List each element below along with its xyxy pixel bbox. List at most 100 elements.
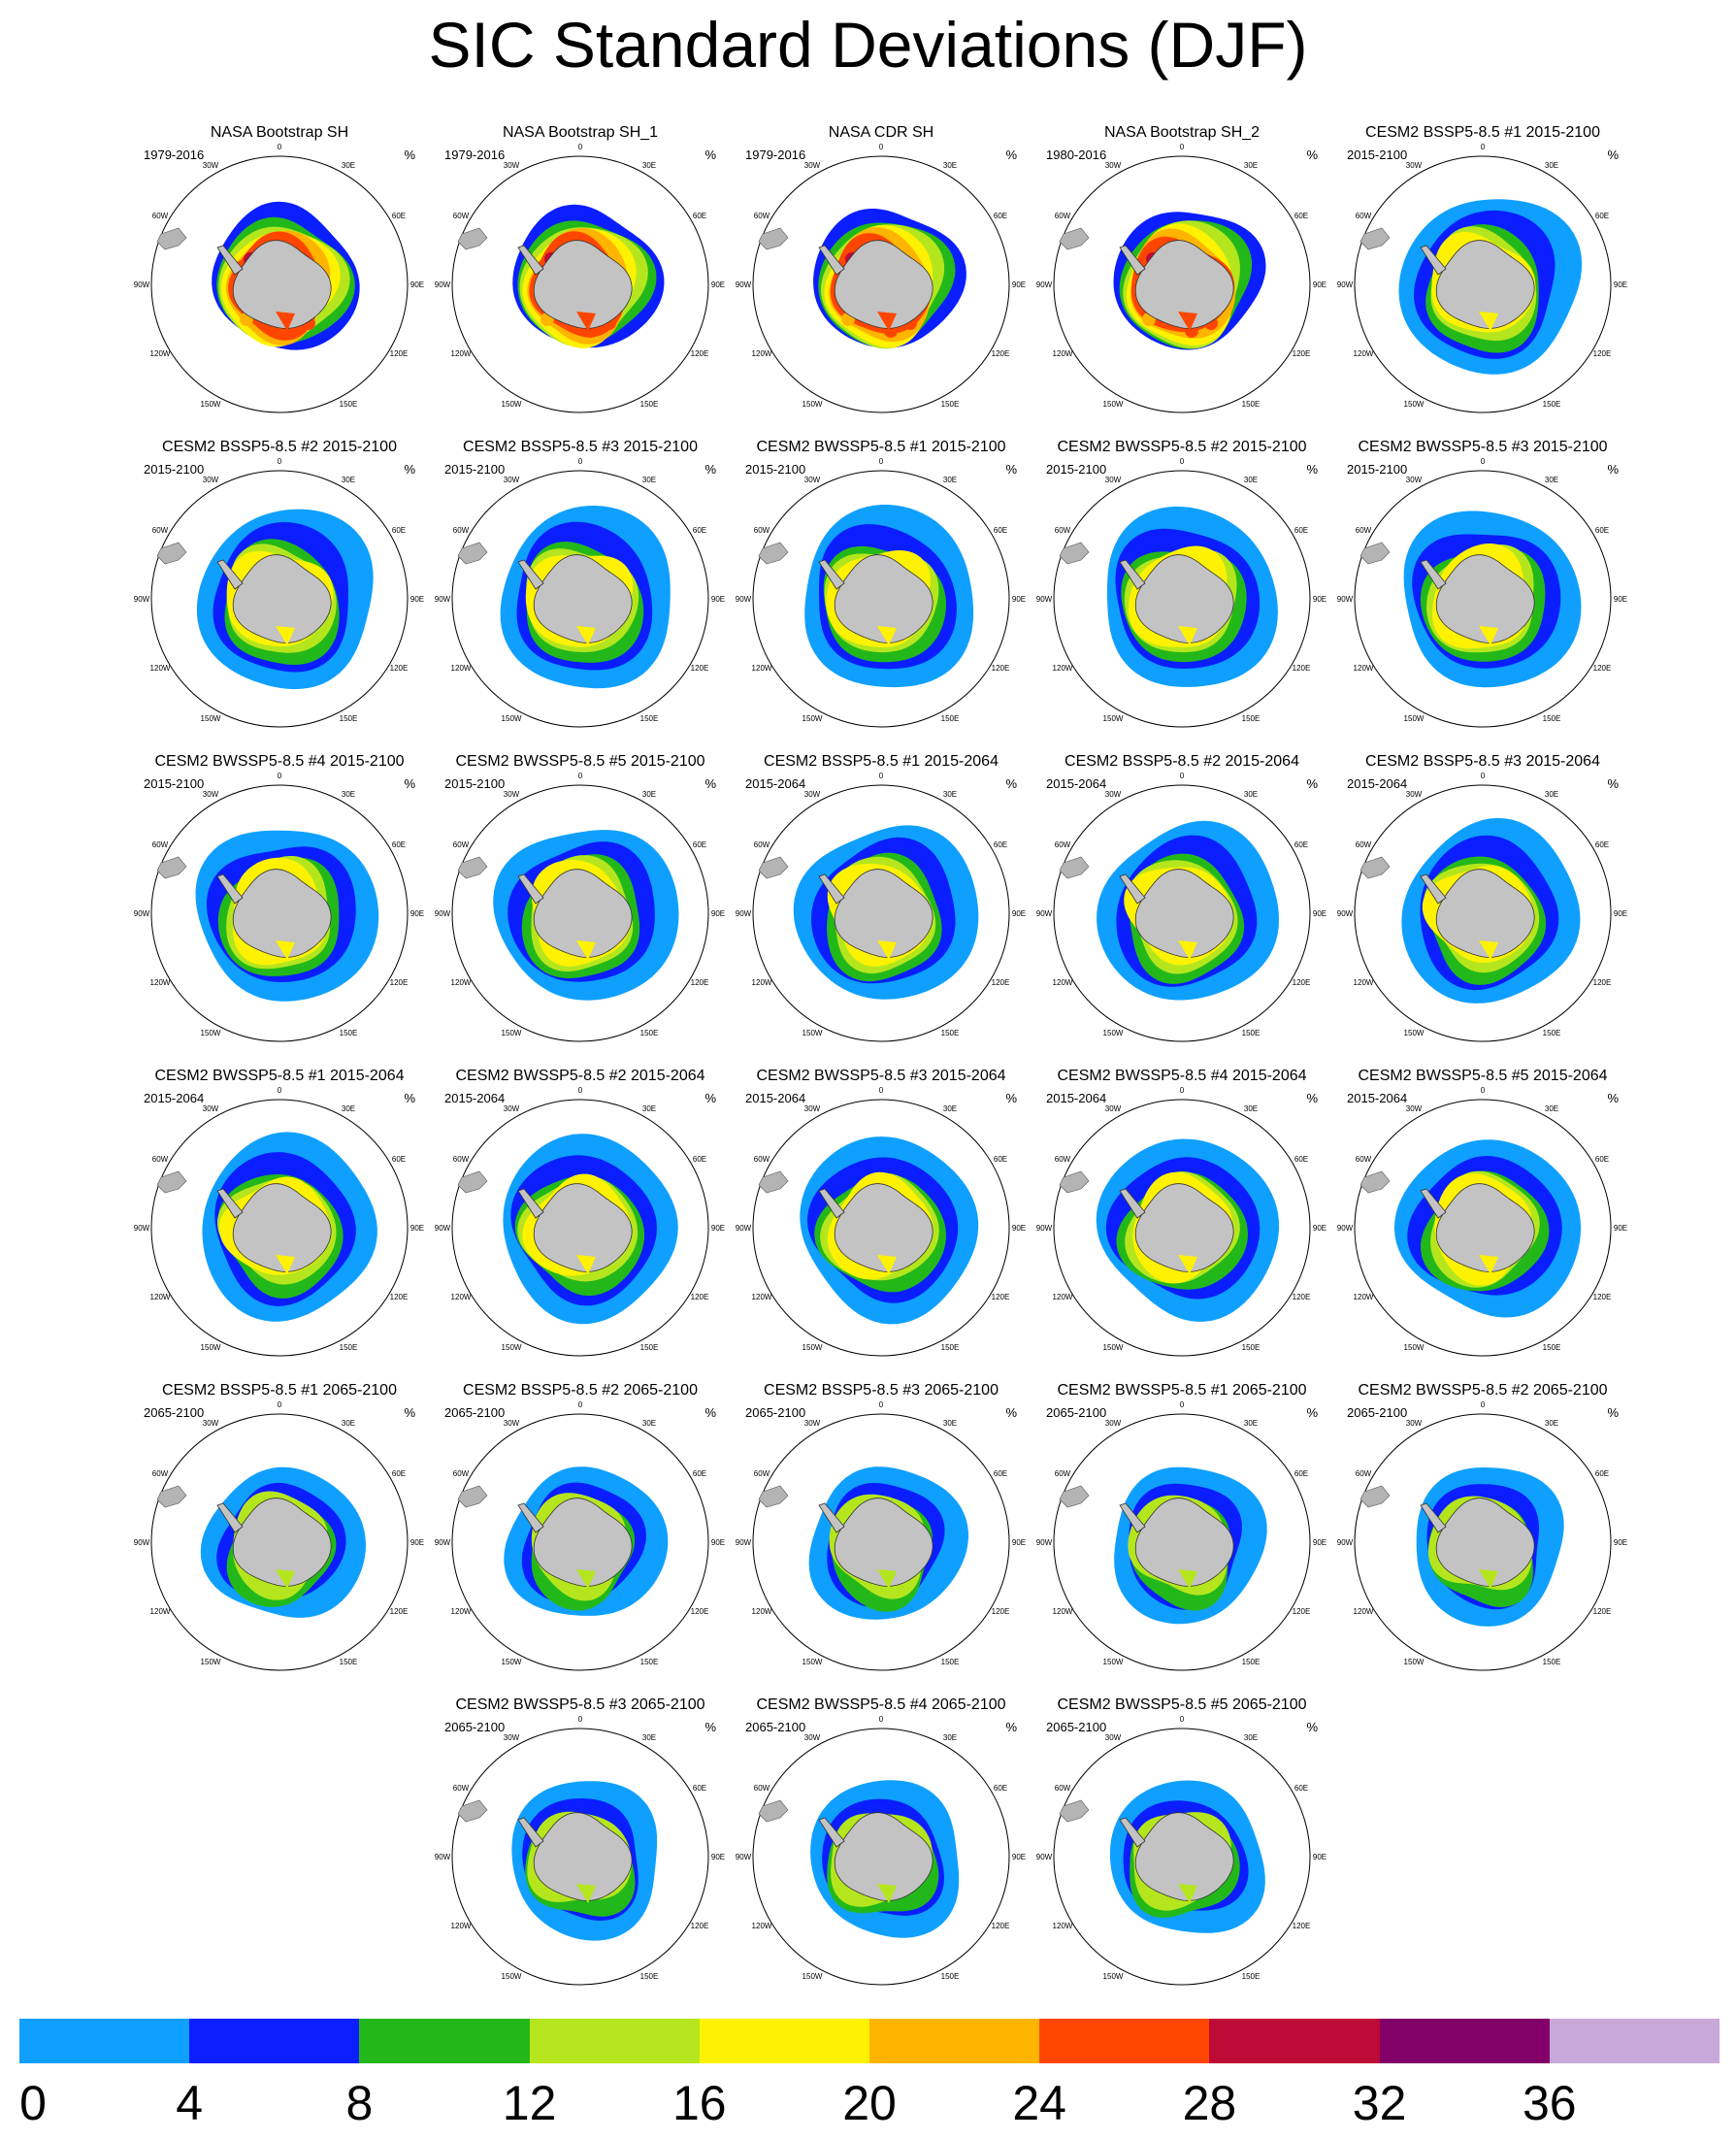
map-panel: 030E60E90E120E150E180150W120W90W60W30WCE… [736,1382,1027,1673]
longitude-label: 120W [1053,978,1073,987]
longitude-label: 90E [410,1538,424,1547]
longitude-label: 120W [752,1607,772,1616]
longitude-label: 120E [691,349,709,358]
colorbar-swatch [869,2019,1040,2063]
polar-map: 030E60E90E120E150E180150W120W90W60W30W [1337,143,1627,413]
longitude-label: 150W [802,400,823,409]
panel-title: CESM2 BWSSP5-8.5 #5 2065-2100 [1057,1696,1307,1713]
longitude-label: 60E [994,212,1007,220]
panel-units: % [404,462,415,477]
ross-sea [576,626,596,645]
map-panel: 030E60E90E120E150E180150W120W90W60W30WNA… [134,124,425,415]
longitude-label: 90W [1337,595,1354,604]
longitude-label: 60W [152,212,169,220]
ross-sea [1479,1255,1498,1274]
longitude-label: 150E [1543,400,1561,409]
antarctic-peninsula [216,1502,244,1533]
longitude-label: 60W [453,1784,470,1793]
longitude-label: 0 [1180,1715,1185,1724]
longitude-label: 150W [201,1343,221,1352]
longitude-label: 90W [736,1853,752,1861]
panel-period: 2015-2064 [1347,776,1408,791]
longitude-label: 90E [1614,595,1627,604]
longitude-label: 60W [152,1155,169,1164]
longitude-label: 0 [1180,143,1185,151]
longitude-label: 150W [802,1029,823,1037]
longitude-label: 120E [1293,978,1311,987]
panel-units: % [704,148,716,162]
longitude-label: 90W [1036,1224,1053,1233]
longitude-label: 90W [1337,280,1354,289]
longitude-label: 120E [1593,1607,1612,1616]
panel-title: CESM2 BSSP5-8.5 #3 2065-2100 [764,1382,999,1399]
longitude-label: 30W [1406,161,1423,170]
antarctic-peninsula [818,559,845,590]
longitude-label: 120W [1354,1293,1374,1301]
longitude-label: 30W [504,1733,520,1742]
longitude-label: 120W [150,1293,171,1301]
longitude-label: 90E [410,909,424,918]
longitude-label: 120E [992,349,1010,358]
longitude-label: 150E [640,714,659,723]
panel-title: CESM2 BWSSP5-8.5 #3 2015-2100 [1358,439,1608,455]
longitude-label: 150W [201,714,221,723]
south-america-land [1059,1170,1090,1194]
map-panel: 030E60E90E120E150E180150W120W90W60W30WCE… [134,753,425,1044]
panel-title: CESM2 BWSSP5-8.5 #2 2065-2100 [1358,1382,1608,1399]
longitude-label: 30W [504,1104,520,1113]
longitude-label: 90E [1313,909,1327,918]
longitude-label: 60E [392,1155,406,1164]
longitude-label: 0 [879,1715,884,1724]
panel-units: % [1306,462,1318,477]
longitude-label: 30W [1406,790,1423,799]
longitude-label: 120E [1593,664,1612,673]
longitude-label: 90W [435,595,451,604]
map-panel: 030E60E90E120E150E180150W120W90W60W30WCE… [435,753,726,1044]
colorbar [19,2019,1720,2063]
longitude-label: 120E [390,664,409,673]
longitude-label: 30W [804,1104,821,1113]
longitude-label: 30E [642,1104,656,1113]
longitude-label: 120E [691,1607,709,1616]
polar-map: 030E60E90E120E150E180150W120W90W60W30W [435,1715,725,1986]
south-america-land [758,1170,789,1194]
ross-sea [877,312,897,331]
longitude-label: 30E [342,790,355,799]
panel-title: CESM2 BWSSP5-8.5 #4 2065-2100 [756,1696,1006,1713]
panel-title: CESM2 BWSSP5-8.5 #4 2015-2100 [154,753,405,770]
panel-title: CESM2 BWSSP5-8.5 #1 2065-2100 [1057,1382,1307,1399]
longitude-label: 60W [1356,1469,1372,1478]
south-america-land [156,542,187,565]
map-panel: 030E60E90E120E150E180150W120W90W60W30WCE… [1036,1068,1327,1359]
antarctica-land [1134,554,1234,643]
longitude-label: 120E [691,978,709,987]
map-panel: 030E60E90E120E150E180150W120W90W60W30WNA… [435,124,726,415]
panel-units: % [1607,462,1619,477]
antarctica-land [834,240,934,329]
longitude-label: 90E [1313,1224,1327,1233]
longitude-label: 150W [1103,1343,1124,1352]
ross-sea [576,940,596,960]
longitude-label: 120E [390,1293,409,1301]
longitude-label: 0 [1180,772,1185,780]
panel-period: 2015-2100 [1046,462,1107,477]
longitude-label: 30W [1105,790,1122,799]
longitude-label: 60E [1294,526,1308,535]
antarctic-peninsula [818,1817,845,1848]
ross-sea [1479,940,1498,960]
longitude-label: 90E [410,280,424,289]
ross-sea [877,940,897,960]
longitude-label: 90W [1036,909,1053,918]
longitude-label: 120W [1354,664,1374,673]
ross-sea [1479,312,1498,331]
longitude-label: 150W [502,1343,522,1352]
longitude-label: 30E [642,1733,656,1742]
longitude-label: 90E [1012,909,1026,918]
longitude-label: 60W [152,1469,169,1478]
south-america-land [156,227,187,250]
longitude-label: 60E [392,212,406,220]
longitude-label: 90E [1614,1224,1627,1233]
antarctic-peninsula [517,245,544,276]
longitude-label: 60W [1055,526,1071,535]
longitude-label: 30E [1545,476,1558,484]
